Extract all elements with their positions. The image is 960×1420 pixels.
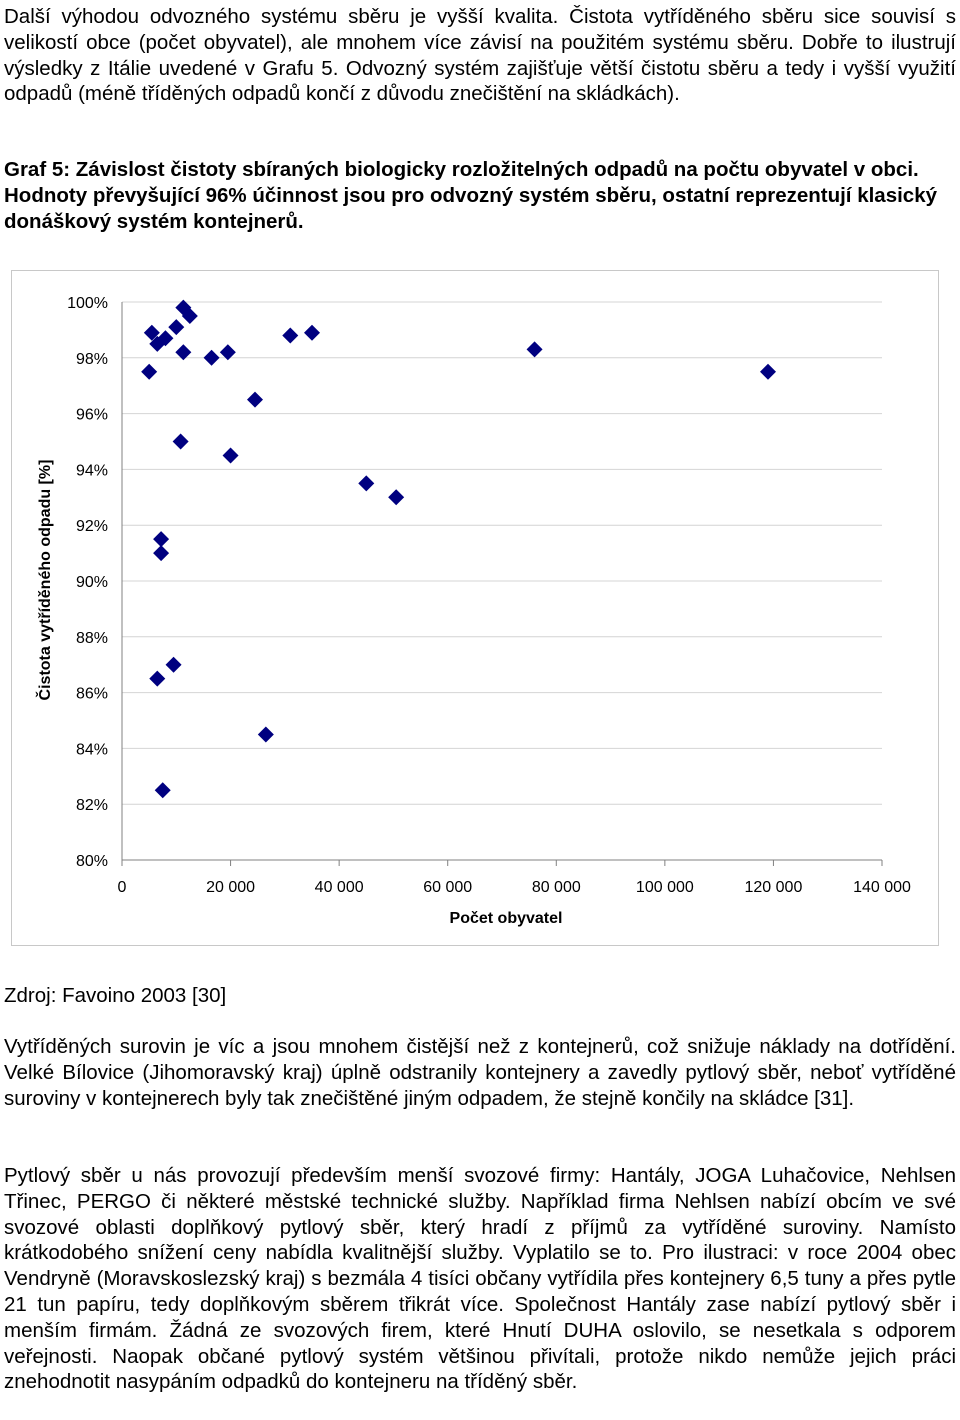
data-point [257, 726, 274, 743]
x-tick-label: 140 000 [853, 879, 911, 896]
y-tick-label: 100% [67, 295, 108, 312]
data-point [388, 489, 405, 506]
figure-caption: Graf 5: Závislost čistoty sbíraných biol… [4, 158, 938, 233]
data-point [181, 307, 198, 324]
x-tick-label: 60 000 [423, 879, 472, 896]
data-point [149, 670, 166, 687]
y-tick-label: 94% [76, 462, 108, 479]
data-point [168, 319, 185, 336]
y-tick-label: 90% [76, 574, 108, 591]
x-tick-label: 100 000 [636, 879, 694, 896]
y-tick-label: 92% [76, 518, 108, 535]
data-point [175, 344, 192, 361]
x-tick-label: 40 000 [315, 879, 364, 896]
chart-svg: 80% 82% 84% 86% 88% 90% 92% 94% 96% 98% 100% 0 20 0… [35, 295, 911, 927]
x-tick-label: 20 000 [206, 879, 255, 896]
data-point [358, 475, 375, 492]
data-point [153, 531, 170, 548]
data-point [222, 447, 239, 464]
figure-source: Zdroj: Favoino 2003 [30] [4, 984, 227, 1007]
data-point [282, 327, 299, 344]
y-tick-label: 80% [76, 853, 108, 870]
y-axis-title: Čistota vytříděného odpadu [%] [35, 460, 54, 701]
data-point [153, 545, 170, 562]
data-point [172, 433, 189, 450]
data-point [760, 363, 776, 380]
data-point [203, 349, 220, 366]
data-point [526, 341, 543, 358]
paragraph-3: Pytlový sběr u nás provozují především m… [4, 1164, 956, 1394]
paragraph-2: Vytříděných surovin je víc a jsou mnohem… [4, 1035, 956, 1110]
y-tick-label: 82% [76, 797, 108, 814]
data-point [175, 299, 192, 316]
y-tick-labels: 80% 82% 84% 86% 88% 90% 92% 94% 96% 98% 100% [67, 295, 108, 870]
axes [121, 302, 883, 866]
data-point [157, 330, 174, 347]
data-point [304, 324, 320, 341]
data-point [247, 391, 263, 408]
data-point [154, 782, 171, 799]
x-tick-label: 80 000 [532, 879, 581, 896]
x-tick-label: 0 [118, 879, 127, 896]
x-tick-label: 120 000 [745, 879, 803, 896]
gridlines [122, 301, 882, 805]
scatter-chart: 80% 82% 84% 86% 88% 90% 92% 94% 96% 98% 100% 0 20 0… [11, 270, 939, 946]
y-tick-label: 88% [76, 630, 108, 647]
y-tick-label: 84% [76, 741, 108, 758]
data-point [141, 363, 158, 380]
data-point [165, 656, 182, 673]
y-tick-label: 96% [76, 407, 108, 424]
data-point [143, 324, 160, 341]
y-tick-label: 86% [76, 686, 108, 703]
y-tick-label: 98% [76, 351, 108, 368]
x-tick-labels: 0 20 000 40 000 60 000 80 000 100 000 120 000 1… [118, 879, 911, 896]
data-points [141, 299, 776, 799]
data-point [219, 344, 236, 361]
intro-paragraph: Další výhodou odvozného systému sběru je… [4, 5, 956, 106]
x-axis-title: Počet obyvatel [450, 910, 563, 927]
